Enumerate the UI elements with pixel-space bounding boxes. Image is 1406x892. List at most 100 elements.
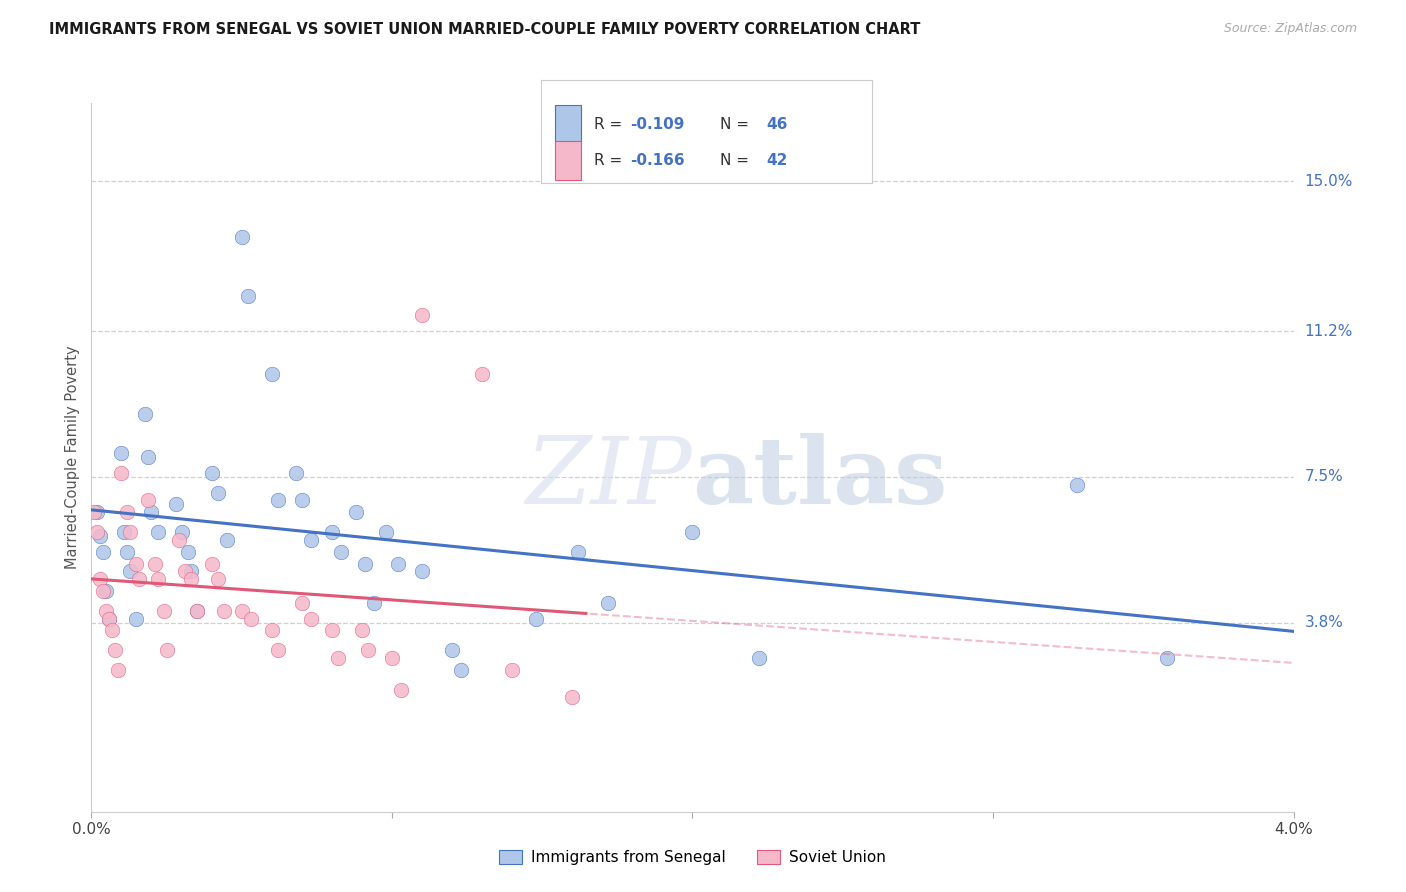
Point — [180, 565, 202, 579]
Point — [98, 612, 121, 626]
Point — [201, 557, 224, 571]
Point — [1066, 477, 1088, 491]
Point — [450, 663, 472, 677]
Point — [389, 682, 412, 697]
Point — [411, 565, 433, 579]
Point — [681, 524, 703, 539]
Point — [212, 604, 235, 618]
Text: -0.166: -0.166 — [630, 153, 685, 168]
Text: 15.0%: 15.0% — [1305, 174, 1353, 189]
Point — [93, 584, 115, 599]
Point — [363, 596, 385, 610]
Point — [155, 643, 177, 657]
Point — [321, 624, 343, 638]
Point — [146, 572, 169, 586]
Point — [152, 604, 174, 618]
Point — [117, 505, 139, 519]
Point — [201, 466, 224, 480]
Point — [96, 604, 118, 618]
Point — [176, 544, 198, 558]
Bar — [554, 141, 581, 180]
Text: N =: N = — [720, 117, 754, 132]
Point — [89, 572, 111, 586]
Text: Source: ZipAtlas.com: Source: ZipAtlas.com — [1223, 22, 1357, 36]
Point — [411, 309, 433, 323]
Point — [267, 493, 290, 508]
Text: R =: R = — [595, 153, 627, 168]
Point — [125, 612, 148, 626]
Point — [170, 524, 193, 539]
Point — [598, 596, 620, 610]
Point — [748, 651, 770, 665]
Point — [267, 643, 290, 657]
Text: 11.2%: 11.2% — [1305, 324, 1353, 339]
Point — [357, 643, 380, 657]
Text: 7.5%: 7.5% — [1305, 469, 1343, 484]
Point — [291, 596, 314, 610]
Text: -0.109: -0.109 — [630, 117, 685, 132]
Point — [186, 604, 208, 618]
Point — [165, 498, 187, 512]
Point — [374, 524, 396, 539]
Point — [236, 288, 259, 302]
Point — [186, 604, 208, 618]
Point — [138, 450, 160, 465]
Point — [98, 612, 121, 626]
Text: atlas: atlas — [692, 434, 948, 524]
Point — [134, 407, 156, 421]
Text: R =: R = — [595, 117, 627, 132]
Point — [138, 493, 160, 508]
Point — [173, 565, 195, 579]
Point — [561, 690, 583, 705]
Point — [299, 533, 322, 547]
Point — [231, 229, 253, 244]
Point — [354, 557, 377, 571]
Point — [104, 643, 127, 657]
Point — [501, 663, 523, 677]
Point — [567, 544, 589, 558]
Text: ZIP: ZIP — [526, 434, 692, 524]
Point — [117, 544, 139, 558]
Point — [110, 446, 132, 460]
Point — [93, 544, 115, 558]
Point — [387, 557, 409, 571]
Point — [120, 524, 142, 539]
Legend: Immigrants from Senegal, Soviet Union: Immigrants from Senegal, Soviet Union — [494, 844, 891, 871]
Point — [440, 643, 463, 657]
Point — [350, 624, 373, 638]
Point — [114, 524, 136, 539]
Point — [110, 466, 132, 480]
Point — [207, 572, 229, 586]
Text: N =: N = — [720, 153, 754, 168]
Point — [101, 624, 124, 638]
Point — [128, 572, 150, 586]
Point — [1156, 651, 1178, 665]
Point — [89, 529, 111, 543]
Point — [299, 612, 322, 626]
Point — [107, 663, 129, 677]
Text: 42: 42 — [766, 153, 787, 168]
Point — [125, 557, 148, 571]
Point — [260, 368, 283, 382]
Point — [239, 612, 262, 626]
Point — [471, 368, 494, 382]
Point — [86, 524, 108, 539]
Bar — [554, 105, 581, 144]
Point — [231, 604, 253, 618]
Point — [215, 533, 238, 547]
Point — [207, 485, 229, 500]
Text: IMMIGRANTS FROM SENEGAL VS SOVIET UNION MARRIED-COUPLE FAMILY POVERTY CORRELATIO: IMMIGRANTS FROM SENEGAL VS SOVIET UNION … — [49, 22, 921, 37]
Text: 3.8%: 3.8% — [1305, 615, 1344, 630]
Point — [146, 524, 169, 539]
Point — [284, 466, 307, 480]
Point — [143, 557, 166, 571]
Point — [167, 533, 190, 547]
Point — [329, 544, 352, 558]
Y-axis label: Married-Couple Family Poverty: Married-Couple Family Poverty — [65, 345, 80, 569]
Point — [344, 505, 367, 519]
Point — [326, 651, 349, 665]
Point — [524, 612, 547, 626]
Point — [141, 505, 163, 519]
Point — [96, 584, 118, 599]
Point — [321, 524, 343, 539]
